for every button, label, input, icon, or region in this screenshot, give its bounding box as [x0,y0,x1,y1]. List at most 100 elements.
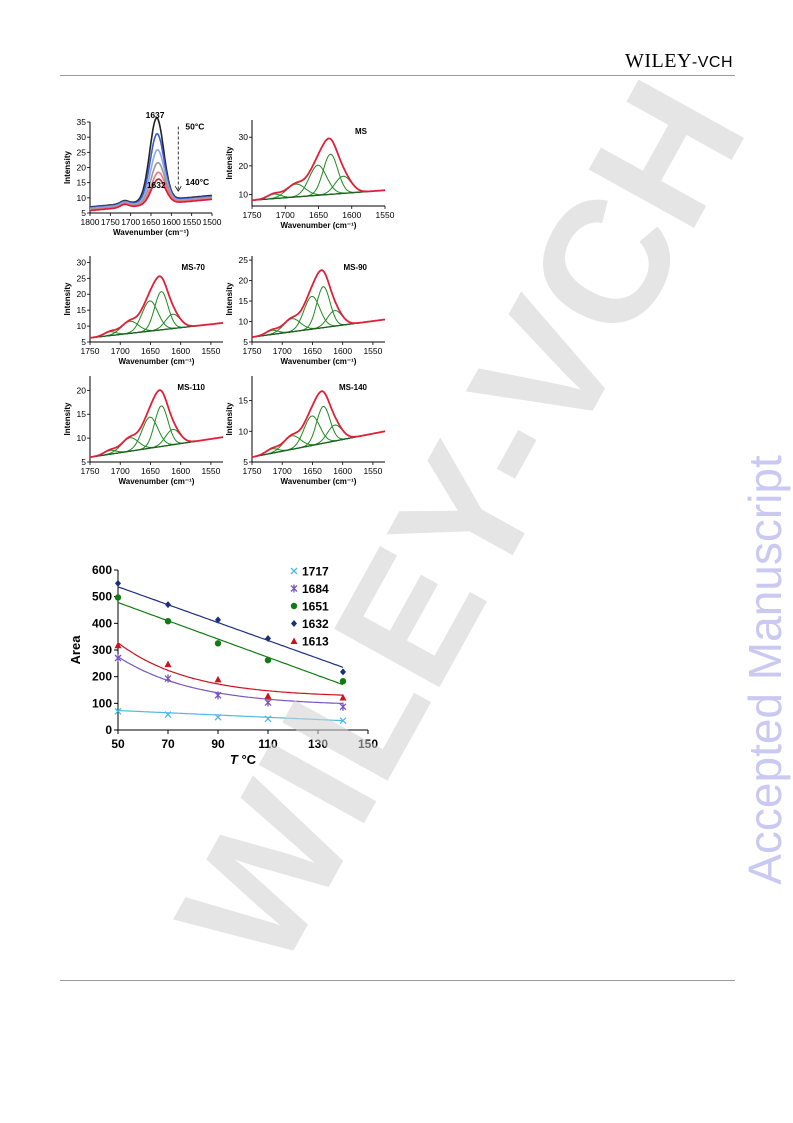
y-tick-label: 600 [92,563,112,577]
spectrum-line [90,132,213,209]
temp-label-low: 140°C [185,177,209,187]
y-tick-label: 400 [92,616,112,630]
x-axis-title: Wavenumber (cm⁻¹) [119,357,195,366]
x-axis-title: Wavenumber (cm⁻¹) [113,228,189,237]
x-tick-label: 1750 [243,466,262,476]
x-axis-title: Wavenumber (cm⁻¹) [281,357,357,366]
x-tick-label: 1650 [309,210,328,220]
x-tick-label: 150 [358,737,378,751]
data-point-1632 [340,668,346,676]
x-tick-label: 1700 [111,346,130,356]
y-tick-label: 15 [77,409,87,419]
y-tick-label: 30 [239,132,249,142]
y-tick-label: 20 [77,289,87,299]
y-tick-label: 15 [77,305,87,315]
y-tick-label: 10 [77,321,87,331]
component-band [251,175,386,201]
y-tick-label: 15 [239,296,249,306]
y-tick-label: 20 [239,161,249,171]
legend-marker-1684 [290,584,298,593]
panel-title: MS-110 [177,383,205,392]
y-axis-title: Intensity [63,282,72,315]
fitted-envelope [251,390,386,458]
y-axis-title: Intensity [225,402,234,435]
data-point-1613 [339,693,347,701]
trend-line-1613 [117,642,343,696]
data-point-1613 [264,692,272,699]
x-tick-label: 50 [111,737,125,751]
data-point-1651 [114,594,122,601]
x-tick-label: 1700 [273,346,292,356]
data-point-1717 [214,713,222,721]
data-point-1684 [114,654,122,662]
x-tick-label: 1550 [182,217,201,227]
y-tick-label: 10 [239,426,249,436]
data-point-1651 [339,678,347,685]
component-band [251,415,386,458]
temp-label-high: 50°C [185,121,204,131]
fitted-envelope [251,269,386,338]
data-point-1717 [339,717,347,725]
x-tick-label: 1600 [171,466,190,476]
y-tick-label: 10 [77,433,87,443]
fitted-envelope [252,137,386,202]
x-tick-label: 1550 [363,466,382,476]
y-tick-label: 10 [239,317,249,327]
data-point-1613 [164,660,172,668]
y-tick-label: 25 [239,255,249,265]
publisher-logo: WILEY-VCH [624,50,733,72]
x-tick-label: 1750 [243,210,262,220]
data-point-1684 [164,674,172,683]
x-axis-title: Wavenumber (cm⁻¹) [119,477,195,486]
x-tick-label: 1650 [303,466,322,476]
legend-label-1651: 1651 [302,600,329,614]
legend-marker-1632 [291,620,297,627]
y-tick-label: 20 [77,163,87,173]
chart-deconvolution-ms-90: 1750 1700 1650 1600 1550 5 10 15 20 25 Wavenumber … [225,255,386,366]
x-tick-label: 1600 [162,217,181,227]
x-tick-label: 1800 [81,217,100,227]
x-tick-label: 1550 [363,346,382,356]
data-point-1651 [164,618,172,625]
y-tick-label: 15 [77,178,87,188]
x-tick-label: 90 [211,737,225,751]
legend-label-1684: 1684 [302,582,329,596]
y-tick-label: 10 [77,193,87,203]
data-point-1632 [165,601,171,609]
legend-marker-1717 [290,567,298,575]
y-tick-label: 5 [243,337,248,347]
legend-label-1717: 1717 [302,565,329,579]
fitted-envelope [89,389,224,459]
y-axis-title: Intensity [63,151,72,184]
data-point-1651 [264,656,272,664]
component-band [251,405,386,458]
panel-title: MS-70 [181,263,205,272]
data-point-1684 [214,691,222,700]
spectrum-line [89,178,213,212]
x-axis-title: T °C [230,752,257,767]
y-tick-label: 5 [81,337,86,347]
x-tick-label: 1750 [81,346,100,356]
y-tick-label: 20 [239,276,249,286]
y-tick-label: 35 [77,117,87,127]
y-axis-title: Intensity [63,402,72,435]
x-tick-label: 1600 [171,346,190,356]
x-tick-label: 1750 [81,466,100,476]
component-band [251,295,386,338]
y-axis-title: Area [68,635,83,665]
y-tick-label: 300 [92,643,112,657]
x-tick-label: 1700 [111,466,130,476]
data-point-1717 [114,707,122,715]
x-tick-label: 1650 [141,346,160,356]
y-tick-label: 10 [239,190,249,200]
trend-line-1684 [117,656,344,705]
y-tick-label: 200 [92,670,112,684]
data-point-1684 [339,702,347,711]
x-tick-label: 1550 [201,466,220,476]
x-tick-label: 1750 [101,217,120,227]
data-point-1613 [114,641,122,649]
x-tick-label: 70 [161,737,175,751]
x-tick-label: 1650 [142,217,161,227]
data-point-1632 [215,616,221,624]
